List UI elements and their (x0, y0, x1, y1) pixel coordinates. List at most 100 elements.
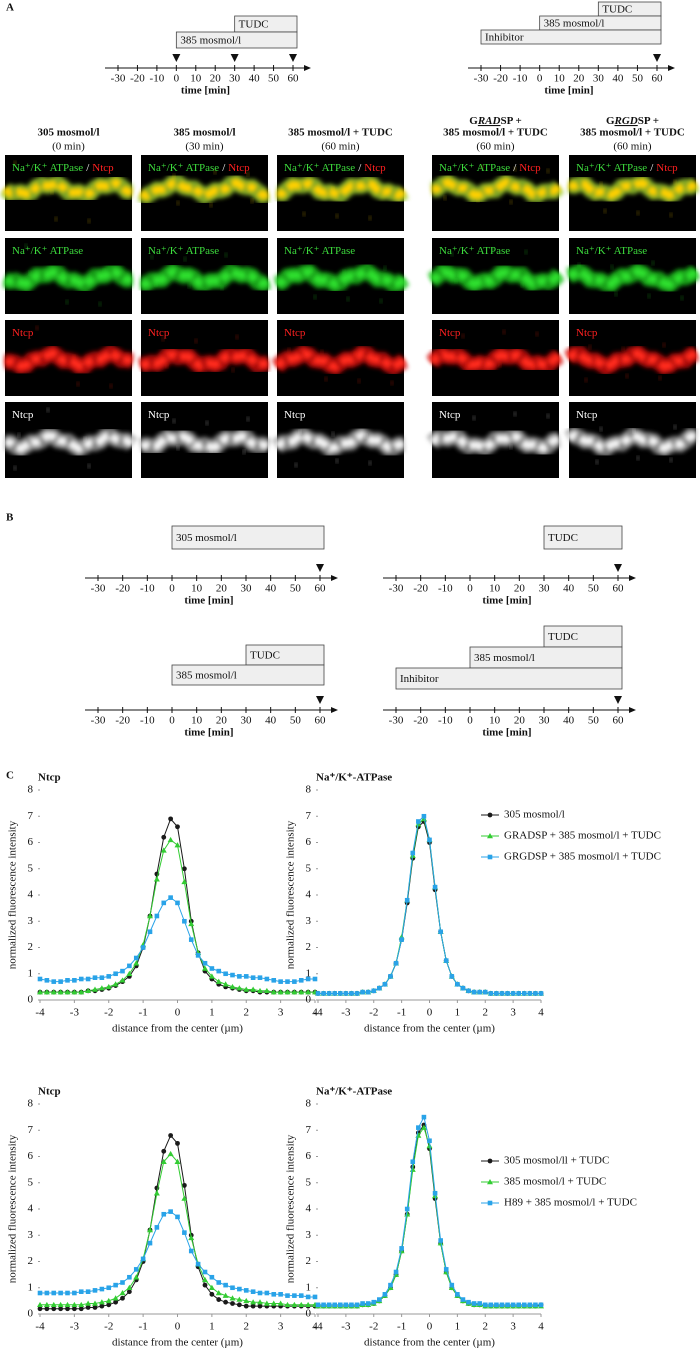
x-tick-label: 1 (455, 1321, 461, 1333)
tick-label: 0 (537, 73, 543, 85)
speckle (476, 198, 480, 202)
data-point (243, 1297, 250, 1304)
speckle (454, 279, 458, 283)
axis-arrow (629, 707, 636, 713)
data-point (371, 988, 377, 994)
x-tick-label: 2 (483, 1321, 489, 1333)
data-point (230, 972, 235, 978)
data-point (291, 989, 298, 995)
tick-label: 50 (588, 715, 600, 727)
image-label: Ntcp (576, 409, 598, 421)
speckle (372, 183, 376, 187)
y-tick-label: 0 (28, 994, 34, 1006)
image-label: Na⁺/K⁺ ATPase (148, 245, 219, 257)
data-point (285, 1293, 290, 1298)
legend-label: 305 mosmol/l (504, 809, 565, 821)
data-point (112, 1295, 119, 1301)
speckle (102, 269, 106, 273)
legend-marker (487, 812, 493, 818)
data-point (120, 1295, 125, 1301)
data-point (432, 884, 438, 890)
data-point (270, 989, 277, 995)
speckle (298, 185, 302, 189)
speckle (450, 252, 454, 256)
data-point (65, 978, 70, 983)
tick-label: 10 (554, 73, 566, 85)
y-tick-label: 6 (306, 1150, 312, 1162)
data-point (167, 836, 174, 843)
speckle (546, 414, 550, 418)
y-tick-label: 3 (306, 1229, 312, 1241)
data-point (195, 953, 201, 958)
x-tick-label: 4 (538, 1007, 544, 1019)
tick-label: -30 (389, 583, 404, 595)
data-point (298, 978, 304, 983)
data-point (168, 816, 174, 822)
column-time: (60 min) (476, 141, 515, 153)
column-time: (0 min) (52, 141, 85, 153)
treatment-label: TUDC (548, 532, 578, 544)
data-point (298, 989, 305, 995)
speckle (172, 419, 176, 423)
image-label: Na⁺/K⁺ ATPase / Ntcp (576, 162, 678, 174)
x-tick-label: 1 (455, 1007, 461, 1019)
data-point (37, 1301, 43, 1308)
data-point (404, 1211, 411, 1217)
data-point (455, 1292, 460, 1297)
chart-title: Ntcp (38, 1086, 61, 1098)
speckle (502, 330, 506, 334)
speckle (335, 459, 339, 463)
data-point (230, 1301, 235, 1306)
image-label: Na⁺/K⁺ ATPase / Ntcp (12, 162, 114, 174)
x-tick-label: -3 (70, 1007, 80, 1019)
speckle (669, 458, 673, 462)
speckle (346, 297, 350, 301)
x-tick-label: 4 (538, 1321, 544, 1333)
data-point (92, 1305, 98, 1310)
label-white: Ntcp (148, 409, 170, 421)
tick-label: -30 (91, 583, 106, 595)
speckle (50, 435, 54, 439)
data-point (257, 1299, 263, 1305)
data-point (443, 1267, 449, 1272)
image-label: Na⁺/K⁺ ATPase (12, 245, 83, 257)
speckle (35, 326, 39, 330)
speckle (335, 214, 339, 218)
treatment-label: 385 mosmol/l (180, 35, 241, 47)
series-line (40, 1153, 315, 1306)
data-point (126, 1284, 133, 1290)
column-heading: GRGDSP + (606, 115, 659, 127)
y-tick-label: 5 (28, 1176, 34, 1188)
data-point (216, 1297, 222, 1302)
data-point (43, 989, 50, 995)
axis-arrow (304, 65, 311, 71)
speckle (65, 300, 69, 304)
y-axis-label: normalized fluorescence intensity (285, 1134, 297, 1283)
axis-arrow (331, 707, 338, 713)
data-point (168, 1133, 174, 1138)
speckle (231, 368, 235, 372)
data-point (257, 987, 263, 994)
treatment-label: 385 mosmol/l (474, 652, 535, 664)
panel-label: B (6, 512, 14, 524)
treatment-label: TUDC (250, 650, 280, 662)
speckle (509, 200, 513, 204)
speckle (183, 257, 187, 261)
speckle (331, 432, 335, 436)
data-point (466, 988, 471, 994)
x-tick-label: 0 (175, 1321, 181, 1333)
data-point (85, 987, 92, 994)
data-point (382, 1292, 388, 1297)
y-tick-label: 1 (306, 967, 312, 979)
speckle (213, 170, 217, 174)
data-point (174, 1158, 181, 1164)
data-point (315, 991, 321, 996)
speckle (172, 174, 176, 178)
data-point (119, 977, 126, 983)
data-point (202, 1269, 208, 1275)
data-point (455, 981, 460, 987)
y-tick-label: 4 (28, 1203, 34, 1215)
membrane-core (274, 348, 407, 372)
speckle (165, 364, 169, 368)
data-point (505, 991, 510, 996)
